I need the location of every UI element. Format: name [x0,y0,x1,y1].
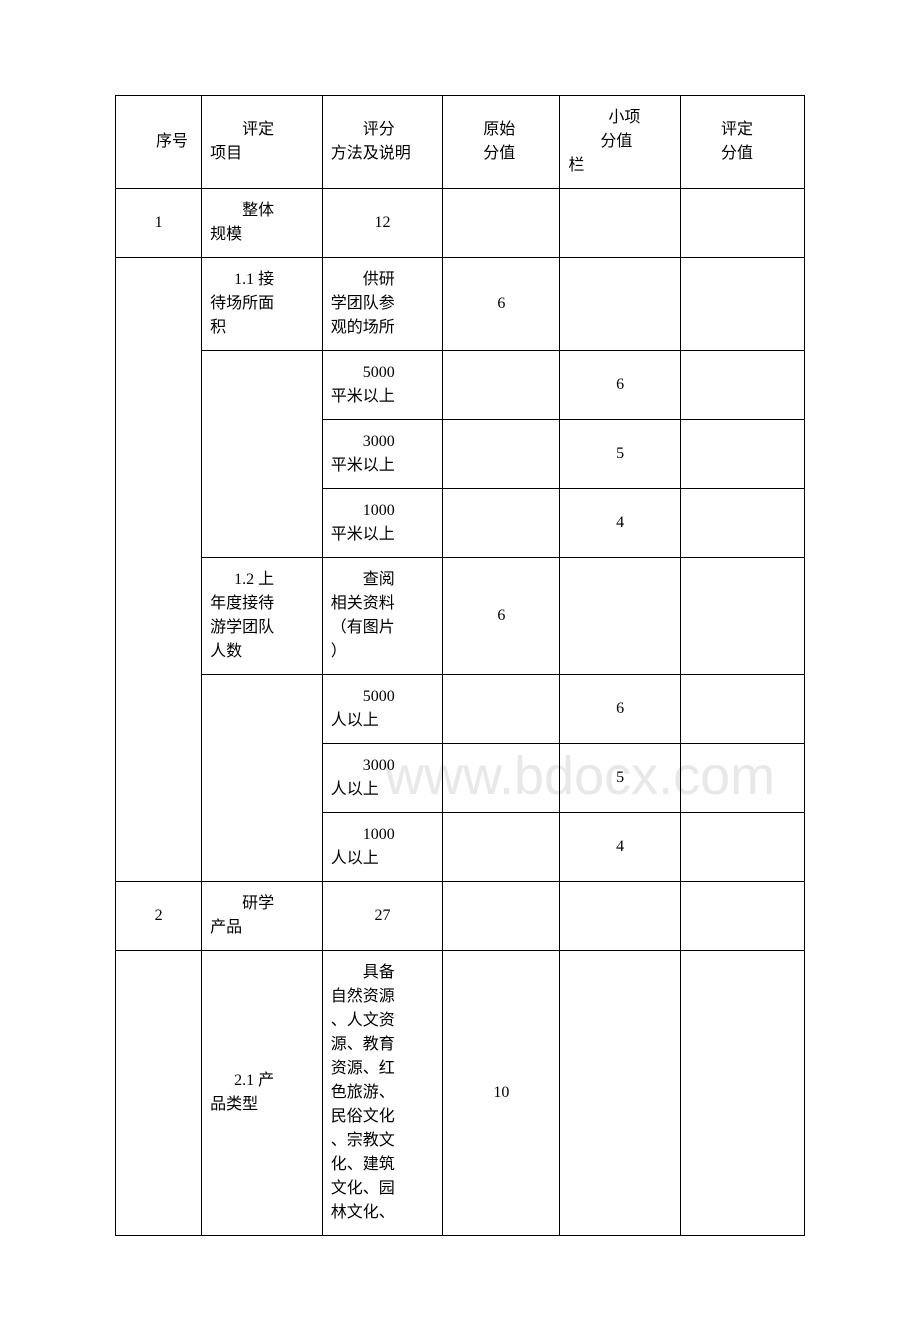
header-seq: 序号 [116,96,202,189]
cell-sub [560,258,681,351]
table-row: 1 整体 规模 12 [116,189,805,258]
cell-eval [680,951,804,1236]
header-sub-score: 小项 分值 栏 [560,96,681,189]
cell-raw [443,420,560,489]
cell-eval [680,189,804,258]
cell-sub: 6 [560,351,681,420]
cell-raw [443,351,560,420]
cell-sub: 4 [560,489,681,558]
cell-method: 5000 人以上 [322,675,443,744]
cell-raw [443,675,560,744]
cell-eval [680,489,804,558]
cell-method: 供研 学团队参 观的场所 [322,258,443,351]
table-row: 1.1 接 待场所面 积 供研 学团队参 观的场所 6 [116,258,805,351]
cell-raw [443,489,560,558]
cell-raw [443,882,560,951]
cell-eval [680,258,804,351]
header-method: 评分 方法及说明 [322,96,443,189]
cell-seq [116,951,202,1236]
cell-raw: 10 [443,951,560,1236]
cell-seq: 1 [116,189,202,258]
cell-sub [560,189,681,258]
cell-method: 3000 人以上 [322,744,443,813]
cell-method: 27 [322,882,443,951]
cell-raw [443,744,560,813]
cell-sub [560,882,681,951]
cell-eval [680,420,804,489]
evaluation-table: 序号 评定 项目 评分 方法及说明 原始 分值 小项 分值 栏 [115,95,805,1236]
cell-item-merged [202,351,323,558]
header-eval-score: 评定 分值 [680,96,804,189]
table-row: 5000 平米以上 6 [116,351,805,420]
cell-raw [443,189,560,258]
table-row: 2 研学 产品 27 [116,882,805,951]
cell-sub [560,558,681,675]
cell-raw: 6 [443,558,560,675]
page-container: www.bdocx.com 序号 评定 项目 评分 方法及说 [115,95,805,1236]
cell-raw [443,813,560,882]
cell-item: 1.2 上 年度接待 游学团队 人数 [202,558,323,675]
cell-method: 3000 平米以上 [322,420,443,489]
cell-eval [680,813,804,882]
cell-seq: 2 [116,882,202,951]
cell-sub: 5 [560,744,681,813]
table-row: 5000 人以上 6 [116,675,805,744]
cell-item: 1.1 接 待场所面 积 [202,258,323,351]
cell-method: 1000 平米以上 [322,489,443,558]
cell-eval [680,558,804,675]
cell-item: 整体 规模 [202,189,323,258]
table-header-row: 序号 评定 项目 评分 方法及说明 原始 分值 小项 分值 栏 [116,96,805,189]
cell-eval [680,351,804,420]
cell-method: 12 [322,189,443,258]
cell-eval [680,882,804,951]
header-item: 评定 项目 [202,96,323,189]
cell-sub: 6 [560,675,681,744]
cell-eval [680,744,804,813]
cell-method: 5000 平米以上 [322,351,443,420]
table-row: 2.1 产 品类型 具备 自然资源 、人文资 源、教育 资源、红 色旅游、 民俗… [116,951,805,1236]
cell-sub [560,951,681,1236]
cell-item: 研学 产品 [202,882,323,951]
cell-method: 查阅 相关资料 （有图片 ） [322,558,443,675]
cell-method: 1000 人以上 [322,813,443,882]
table-row: 1.2 上 年度接待 游学团队 人数 查阅 相关资料 （有图片 ） 6 [116,558,805,675]
cell-method: 具备 自然资源 、人文资 源、教育 资源、红 色旅游、 民俗文化 、宗教文 化、… [322,951,443,1236]
cell-raw: 6 [443,258,560,351]
cell-item-merged [202,675,323,882]
cell-sub: 5 [560,420,681,489]
cell-eval [680,675,804,744]
header-raw-score: 原始 分值 [443,96,560,189]
cell-sub: 4 [560,813,681,882]
cell-item: 2.1 产 品类型 [202,951,323,1236]
cell-seq-merged [116,258,202,882]
